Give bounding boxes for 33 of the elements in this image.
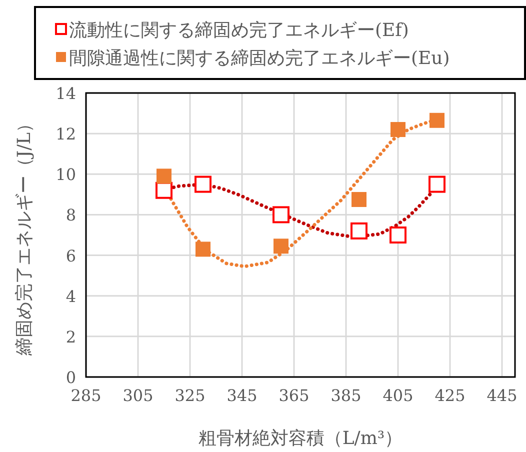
point bbox=[390, 122, 406, 138]
y-axis-title: 締固め完了エネルギー（J/L） bbox=[14, 114, 35, 357]
x-axis-title: 粗骨材絶対容積（L/m³） bbox=[198, 428, 403, 449]
legend-label: 間隙通過性に関する締固め完了エネルギー(Eu) bbox=[69, 48, 450, 69]
y-tick-label: 4 bbox=[66, 286, 76, 306]
y-tick-label: 10 bbox=[56, 165, 76, 184]
point bbox=[428, 176, 446, 193]
x-tick-label: 445 bbox=[486, 386, 518, 405]
x-tick-label: 285 bbox=[70, 386, 102, 405]
point bbox=[196, 242, 210, 257]
x-tick-label: 325 bbox=[174, 386, 206, 405]
y-tick-label: 2 bbox=[66, 327, 76, 346]
y-tick-label: 6 bbox=[66, 246, 76, 266]
point bbox=[352, 192, 366, 207]
x-tick-label: 305 bbox=[122, 386, 154, 405]
x-tick-label: 385 bbox=[330, 386, 362, 405]
point bbox=[350, 222, 368, 240]
x-tick-label: 345 bbox=[226, 386, 258, 405]
point bbox=[156, 168, 172, 184]
y-tick-label: 8 bbox=[66, 206, 76, 225]
point bbox=[430, 112, 444, 128]
legend-label: 流動性に関する締固め完了エネルギー(Ef) bbox=[69, 20, 409, 41]
y-tick-label: 14 bbox=[56, 84, 76, 103]
y-tick-label: 12 bbox=[56, 124, 76, 144]
x-tick-label: 365 bbox=[278, 386, 310, 405]
point bbox=[194, 176, 212, 193]
x-tick-label: 405 bbox=[382, 386, 414, 405]
point bbox=[390, 226, 406, 244]
point bbox=[274, 238, 288, 254]
x-tick-label: 425 bbox=[434, 386, 466, 405]
y-tick-label: 0 bbox=[66, 368, 76, 387]
point bbox=[156, 182, 172, 199]
point bbox=[272, 206, 290, 224]
